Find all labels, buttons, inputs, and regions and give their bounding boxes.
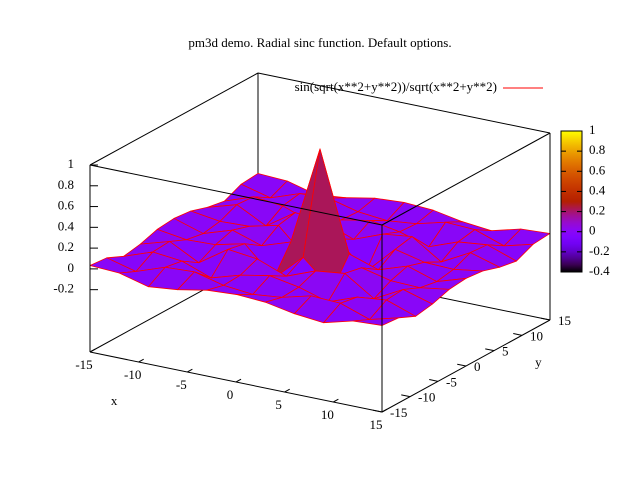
x-tick-label: 10 [321, 407, 334, 422]
legend-label: sin(sqrt(x**2+y**2))/sqrt(x**2+y**2) [295, 79, 497, 94]
y-tick-label: -15 [390, 405, 407, 420]
z-tick-label: 1 [68, 156, 75, 171]
colorbar-tick-label: 1 [589, 122, 596, 137]
z-tick-label: 0.8 [58, 177, 74, 192]
y-tick [401, 394, 411, 398]
x-tick-label: 15 [370, 417, 383, 432]
y-axis-label: y [535, 355, 542, 370]
x-tick [333, 398, 339, 403]
box-edge [89, 72, 259, 166]
box-edge [89, 164, 383, 226]
y-tick [541, 317, 551, 321]
x-tick [235, 378, 242, 383]
z-tick-label: 0.6 [58, 198, 75, 213]
chart-title: pm3d demo. Radial sinc function. Default… [188, 35, 451, 50]
colorbar-tick-label: -0.2 [589, 243, 610, 258]
x-tick [187, 368, 193, 373]
x-tick-label: -10 [124, 367, 141, 382]
z-tick-label: 0.4 [58, 218, 75, 233]
surface [89, 148, 551, 326]
x-tick-label: 5 [275, 397, 282, 412]
y-tick-label: 0 [474, 359, 481, 374]
x-tick [138, 358, 144, 363]
colorbar-tick-label: -0.4 [589, 263, 610, 278]
x-tick-label: -15 [75, 357, 92, 372]
colorbar-tick-label: 0.8 [589, 142, 605, 157]
axes: -15 -10 -5 0 5 10 15 -15 -10 -5 0 5 10 15 -0.2 0 0.2 0.4 0… [53, 132, 571, 432]
box-edge [257, 72, 551, 134]
colorbar-tick-label: 0.6 [589, 162, 606, 177]
x-axis-label: x [111, 393, 118, 408]
surface-patch [352, 317, 400, 326]
z-tick-label: 0 [68, 260, 75, 275]
y-tick-label: -10 [418, 390, 435, 405]
y-tick [513, 333, 523, 336]
x-tick [381, 408, 388, 413]
y-tick [457, 363, 467, 367]
y-tick-label: 10 [530, 328, 543, 343]
y-tick [429, 379, 439, 382]
x-tick [89, 348, 96, 353]
x-tick-label: -5 [176, 377, 187, 392]
x-tick-label: 0 [227, 387, 234, 402]
z-tick-label: 0.2 [58, 239, 74, 254]
x-tick [284, 388, 290, 393]
z-tick-label: -0.2 [53, 281, 74, 296]
colorbar [560, 130, 583, 273]
colorbar-tick-label: 0.4 [589, 182, 606, 197]
y-tick-label: 5 [502, 344, 509, 359]
y-tick [373, 409, 383, 413]
colorbar-tick-label: 0 [589, 223, 596, 238]
y-tick-label: -5 [446, 374, 457, 389]
box-edge [381, 132, 551, 226]
y-tick [485, 348, 495, 352]
colorbar-tick-label: 0.2 [589, 203, 605, 218]
y-tick-label: 15 [558, 313, 571, 328]
